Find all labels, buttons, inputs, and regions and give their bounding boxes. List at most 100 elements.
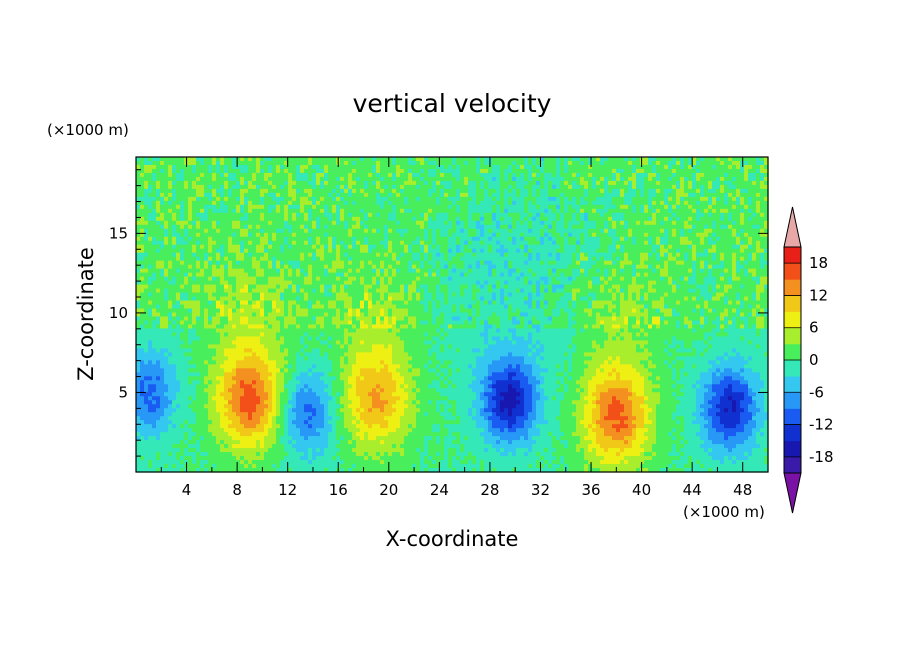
field-cell <box>152 164 157 170</box>
field-cell <box>600 228 605 234</box>
field-cell <box>452 252 457 258</box>
field-cell <box>652 240 657 246</box>
field-cell <box>632 228 637 234</box>
field-cell <box>336 244 341 250</box>
field-cell <box>460 280 465 286</box>
field-cell <box>392 256 397 262</box>
field-cell <box>292 272 297 278</box>
field-cell <box>420 184 425 190</box>
field-cell <box>544 232 549 238</box>
field-cell <box>356 280 361 286</box>
field-cell <box>696 176 701 182</box>
field-cell <box>652 196 657 202</box>
field-cell <box>252 188 257 194</box>
field-cell <box>740 216 745 222</box>
field-cell <box>440 220 445 226</box>
field-cell <box>468 204 473 210</box>
field-cell <box>240 208 245 214</box>
field-cell <box>292 244 297 250</box>
field-cell <box>532 188 537 194</box>
field-cell <box>192 276 197 282</box>
field-cell <box>176 252 181 258</box>
field-cell <box>464 272 469 278</box>
field-cell <box>316 276 321 282</box>
field-cell <box>428 184 433 190</box>
field-cell <box>340 204 345 210</box>
field-cell <box>568 200 573 206</box>
field-cell <box>624 224 629 230</box>
field-cell <box>396 184 401 190</box>
field-cell <box>168 184 173 190</box>
field-cell <box>324 168 329 174</box>
field-cell <box>684 180 689 186</box>
field-cell <box>612 236 617 242</box>
field-cell <box>164 192 169 198</box>
field-cell <box>456 220 461 226</box>
field-cell <box>676 220 681 226</box>
field-cell <box>268 208 273 214</box>
field-cell <box>712 232 717 238</box>
field-cell <box>232 216 237 222</box>
field-cell <box>548 228 553 234</box>
field-cell <box>544 184 549 190</box>
field-cell <box>636 188 641 194</box>
field-cell <box>588 272 593 278</box>
field-cell <box>420 168 425 174</box>
field-cell <box>256 228 261 234</box>
field-cell <box>760 160 765 166</box>
field-cell <box>400 176 405 182</box>
field-cell <box>224 200 229 206</box>
field-cell <box>312 252 317 258</box>
field-cell <box>420 260 425 266</box>
field-cell <box>176 228 181 234</box>
field-cell <box>672 256 677 262</box>
field-cell <box>172 280 177 286</box>
field-cell <box>364 168 369 174</box>
field-cell <box>380 248 385 254</box>
field-cell <box>340 248 345 254</box>
field-cell <box>640 188 645 194</box>
field-cell <box>416 157 421 162</box>
field-cell <box>604 260 609 266</box>
field-cell <box>428 208 433 214</box>
field-cell <box>292 264 297 270</box>
field-cell <box>172 168 177 174</box>
field-cell <box>352 228 357 234</box>
field-cell <box>280 220 285 226</box>
field-cell <box>464 168 469 174</box>
field-cell <box>268 240 273 246</box>
field-cell <box>360 184 365 190</box>
field-cell <box>496 216 501 222</box>
field-cell <box>652 212 657 218</box>
field-cell <box>140 228 145 234</box>
field-cell <box>696 164 701 170</box>
field-cell <box>328 268 333 274</box>
field-cell <box>440 272 445 278</box>
field-cell <box>676 264 681 270</box>
field-cell <box>412 272 417 278</box>
field-cell <box>576 232 581 238</box>
field-cell <box>648 160 653 166</box>
field-cell <box>560 208 565 214</box>
field-cell <box>244 160 249 166</box>
field-cell <box>764 276 769 282</box>
field-cell <box>172 160 177 166</box>
field-cell <box>740 172 745 178</box>
field-cell <box>752 268 757 274</box>
field-cell <box>584 204 589 210</box>
field-cell <box>488 224 493 230</box>
field-cell <box>472 180 477 186</box>
field-cell <box>616 224 621 230</box>
field-cell <box>660 188 665 194</box>
field-cell <box>448 268 453 274</box>
field-cell <box>696 276 701 282</box>
field-cell <box>636 228 641 234</box>
field-cell <box>724 272 729 278</box>
field-cell <box>500 168 505 174</box>
field-cell <box>624 192 629 198</box>
field-cell <box>584 160 589 166</box>
field-cell <box>620 268 625 274</box>
field-cell <box>436 180 441 186</box>
field-cell <box>640 212 645 218</box>
field-cell <box>508 164 513 170</box>
